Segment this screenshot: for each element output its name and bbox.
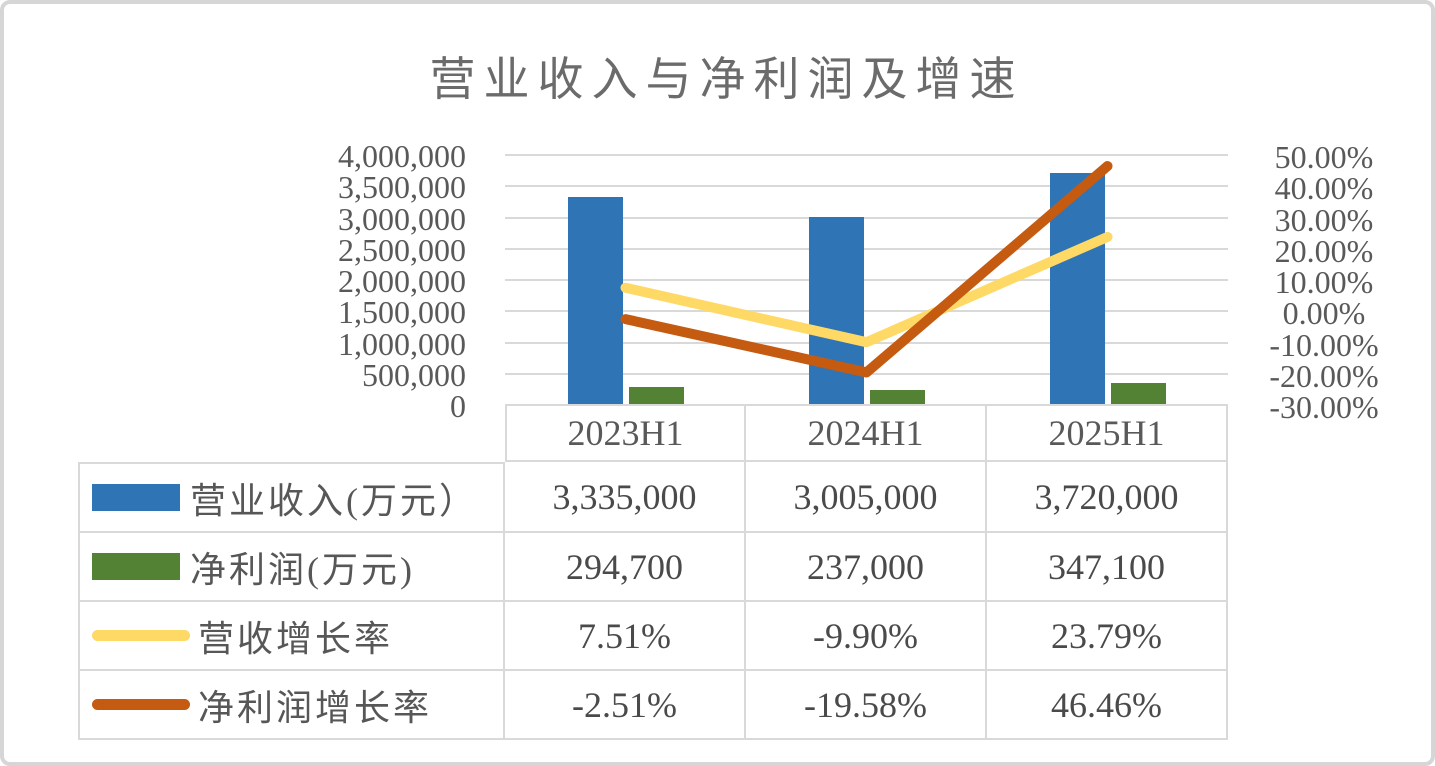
table-cell-net-profit-growth-2025h1: 46.46% bbox=[987, 671, 1228, 740]
left-axis-tick-label: 3,500,000 bbox=[338, 169, 466, 206]
table-cell-revenue-2025h1: 3,720,000 bbox=[987, 462, 1228, 533]
net-profit-growth-line bbox=[620, 161, 1113, 378]
right-axis-tick-label: -20.00% bbox=[1269, 357, 1379, 394]
data-table: 2023H1 2024H1 2025H1 营业收入(万元） 3,335,000 … bbox=[78, 404, 1228, 740]
table-cell-net-profit-2024h1: 237,000 bbox=[746, 533, 987, 602]
table-cell-revenue-2023h1: 3,335,000 bbox=[505, 462, 746, 533]
left-axis-tick-label: 3,000,000 bbox=[338, 200, 466, 237]
table-header-2024h1: 2024H1 bbox=[746, 404, 987, 462]
gridline bbox=[505, 279, 1228, 281]
right-axis-tick-label: 30.00% bbox=[1274, 201, 1374, 238]
table-cell-revenue-growth-2024h1: -9.90% bbox=[746, 602, 987, 671]
table-cell-net-profit-growth-2024h1: -19.58% bbox=[746, 671, 987, 740]
revenue-growth-line bbox=[620, 231, 1113, 348]
net-profit-growth-legend-swatch bbox=[92, 699, 190, 710]
table-cell-net-profit-2025h1: 347,100 bbox=[987, 533, 1228, 602]
revenue-bar-2023h1 bbox=[567, 196, 623, 405]
net-profit-legend-label: 净利润(万元) bbox=[190, 549, 415, 590]
gridline bbox=[505, 310, 1228, 313]
net-profit-legend-swatch bbox=[92, 553, 180, 580]
revenue-growth-legend-swatch bbox=[92, 630, 190, 641]
left-axis-tick-label: 0 bbox=[450, 388, 466, 424]
net-profit-bar-2023h1 bbox=[628, 386, 684, 405]
revenue-growth-legend-label: 营收增长率 bbox=[198, 618, 394, 659]
table-header-2023h1: 2023H1 bbox=[505, 404, 746, 462]
right-axis-tick-label: 40.00% bbox=[1274, 170, 1374, 207]
left-axis-tick-label: 4,000,000 bbox=[338, 138, 466, 174]
revenue-legend-label: 营业收入(万元） bbox=[190, 480, 478, 521]
left-axis-tick-label: 1,500,000 bbox=[338, 294, 466, 331]
gridline bbox=[505, 185, 1228, 188]
table-cell-net-profit-growth-2023h1: -2.51% bbox=[505, 671, 746, 740]
legend-item-net-profit-growth: 净利润增长率 bbox=[78, 671, 505, 740]
net-profit-bar-2024h1 bbox=[869, 390, 925, 405]
right-axis-tick-label: 50.00% bbox=[1274, 139, 1374, 175]
chart-title: 营业收入与净利润及增速 bbox=[429, 54, 1024, 105]
table-cell-revenue-growth-2025h1: 23.79% bbox=[987, 602, 1228, 671]
net-profit-bar-2025h1 bbox=[1110, 383, 1166, 405]
table-corner-blank bbox=[78, 404, 505, 462]
net-profit-growth-legend-label: 净利润增长率 bbox=[198, 687, 433, 728]
legend-item-revenue: 营业收入(万元） bbox=[78, 462, 505, 533]
gridline bbox=[505, 154, 1228, 156]
legend-item-revenue-growth: 营收增长率 bbox=[78, 602, 505, 671]
table-cell-net-profit-2023h1: 294,700 bbox=[505, 533, 746, 602]
left-axis-tick-label: 2,500,000 bbox=[338, 231, 466, 268]
line-series-layer bbox=[620, 161, 1113, 378]
right-axis-tick-label: 10.00% bbox=[1274, 264, 1374, 300]
right-axis-tick-label: -30.00% bbox=[1269, 389, 1379, 425]
left-axis-tick-label: 500,000 bbox=[362, 356, 466, 393]
legend-item-net-profit: 净利润(万元) bbox=[78, 533, 505, 602]
left-axis-tick-label: 1,000,000 bbox=[338, 325, 466, 362]
right-axis-tick-label: 20.00% bbox=[1274, 232, 1374, 269]
table-cell-revenue-growth-2023h1: 7.51% bbox=[505, 602, 746, 671]
left-axis-tick-label: 2,000,000 bbox=[338, 263, 466, 299]
table-header-2025h1: 2025H1 bbox=[987, 404, 1228, 462]
right-axis-tick-label: -10.00% bbox=[1269, 326, 1379, 363]
gridline bbox=[505, 247, 1228, 250]
table-cell-revenue-2024h1: 3,005,000 bbox=[746, 462, 987, 533]
right-axis-tick-label: 0.00% bbox=[1282, 295, 1366, 332]
revenue-legend-swatch bbox=[92, 484, 180, 511]
gridline bbox=[505, 216, 1228, 219]
